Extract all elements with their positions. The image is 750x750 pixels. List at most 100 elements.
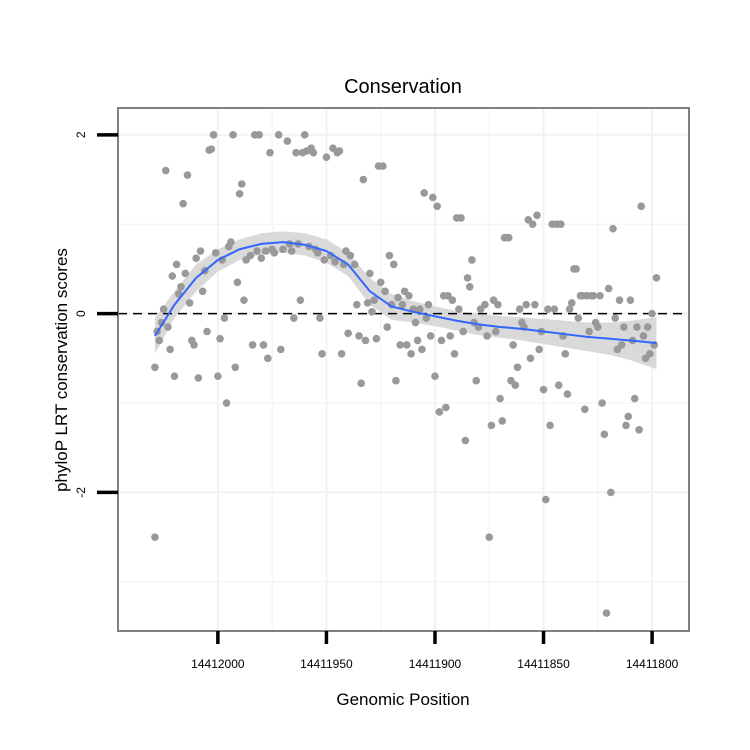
data-point	[316, 314, 324, 322]
data-point	[620, 323, 628, 331]
data-point	[335, 147, 344, 155]
data-point	[179, 199, 187, 208]
data-point	[624, 412, 633, 421]
data-point	[385, 251, 394, 260]
data-point	[602, 609, 611, 617]
data-point	[322, 153, 331, 161]
data-point	[550, 305, 559, 313]
data-point	[600, 430, 609, 439]
data-point	[381, 287, 389, 296]
data-point	[615, 296, 624, 305]
data-point	[346, 251, 355, 260]
data-point	[398, 300, 407, 309]
data-point	[424, 300, 433, 309]
confidence-band-layer	[154, 231, 657, 370]
data-point	[355, 332, 363, 340]
data-point	[457, 214, 465, 222]
data-point	[185, 299, 194, 307]
data-point	[554, 381, 563, 389]
data-point	[211, 249, 220, 257]
data-point	[544, 305, 552, 313]
data-point	[574, 314, 583, 322]
data-point	[413, 336, 422, 345]
data-point	[337, 350, 346, 358]
data-point	[166, 345, 174, 354]
data-point	[192, 254, 200, 262]
data-point	[405, 291, 413, 300]
data-point	[622, 421, 630, 430]
data-point	[429, 193, 437, 202]
points-layer	[151, 131, 661, 617]
data-point	[485, 533, 494, 541]
y-tick-label: 2	[74, 131, 88, 138]
data-point	[465, 283, 474, 291]
data-point	[594, 323, 602, 331]
data-point	[567, 299, 576, 307]
data-point	[255, 131, 263, 139]
data-point	[274, 131, 283, 139]
data-point	[214, 372, 222, 381]
data-point	[598, 399, 606, 407]
data-point	[172, 260, 181, 269]
data-point	[646, 350, 654, 358]
data-point	[420, 189, 428, 197]
x-tick-label: 14412000	[191, 657, 245, 671]
data-point	[357, 379, 365, 388]
data-point	[279, 245, 287, 254]
data-point	[203, 327, 211, 336]
data-point	[266, 148, 274, 157]
data-point	[363, 299, 372, 307]
data-point	[229, 131, 237, 139]
data-point	[561, 350, 570, 358]
data-point	[515, 305, 524, 313]
data-point	[531, 300, 539, 309]
smooth-line	[154, 241, 657, 345]
data-point	[290, 314, 298, 322]
data-point	[446, 332, 454, 340]
data-point	[611, 314, 619, 322]
data-point	[411, 318, 420, 327]
data-point	[370, 296, 378, 305]
data-point	[437, 336, 446, 345]
data-point	[164, 323, 172, 331]
data-point	[151, 363, 159, 372]
data-point	[652, 274, 661, 282]
data-point	[546, 421, 554, 430]
data-point	[617, 341, 626, 349]
y-axis: 2 0 -2	[74, 131, 118, 498]
data-point	[509, 341, 517, 349]
data-point	[248, 341, 257, 349]
data-point	[472, 376, 481, 385]
data-point	[630, 394, 639, 403]
data-point	[231, 363, 240, 372]
data-point	[511, 381, 520, 389]
data-point	[431, 372, 439, 381]
data-point	[183, 171, 192, 179]
y-tick-label: 0	[74, 310, 88, 317]
y-axis-label: phyloP LRT conservation scores	[52, 248, 71, 492]
data-point	[565, 305, 574, 313]
data-point	[296, 296, 305, 305]
data-point	[572, 265, 580, 273]
data-point	[392, 376, 400, 385]
x-tick-label: 14411850	[517, 657, 570, 671]
data-point	[383, 323, 392, 331]
data-point	[366, 269, 374, 278]
data-point	[237, 180, 246, 188]
data-point	[220, 314, 229, 322]
data-point	[264, 354, 272, 363]
data-point	[585, 327, 593, 336]
data-point	[300, 131, 309, 139]
data-point	[368, 308, 376, 316]
data-point	[455, 305, 463, 313]
data-point	[609, 224, 617, 233]
data-point	[320, 256, 329, 264]
data-point	[240, 296, 248, 305]
data-point	[196, 247, 205, 255]
data-point	[222, 399, 231, 407]
data-point	[626, 296, 635, 305]
data-point	[207, 145, 216, 153]
data-point	[481, 300, 489, 309]
data-point	[233, 278, 242, 287]
